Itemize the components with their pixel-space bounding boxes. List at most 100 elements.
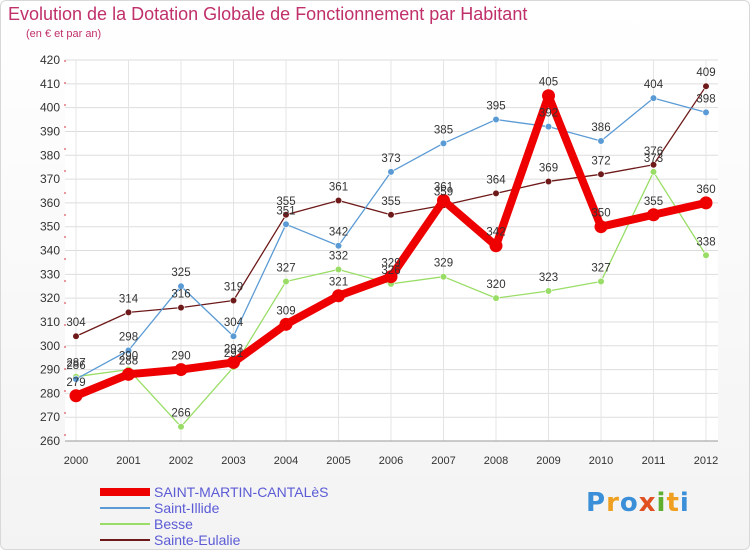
- data-point-3: [699, 196, 713, 210]
- y-tick-label: 400: [40, 101, 60, 115]
- data-label-1: 287: [66, 358, 85, 370]
- data-point-0: [597, 170, 605, 178]
- y-tick-label: 300: [40, 339, 60, 353]
- x-tick-label: 2000: [64, 455, 88, 467]
- data-point-2: [334, 242, 343, 250]
- x-tick-label: 2003: [221, 455, 245, 467]
- y-tick-label: 380: [40, 148, 60, 162]
- data-label-1: 320: [486, 279, 505, 291]
- data-point-3: [594, 220, 608, 234]
- data-point-2: [544, 123, 553, 131]
- data-label-1: 290: [119, 351, 138, 363]
- data-point-0: [72, 332, 80, 340]
- data-label-1: 327: [276, 262, 295, 274]
- data-label-1: 326: [381, 265, 400, 277]
- legend: SAINT-MARTIN-CANTALèS Saint-Illide Besse…: [100, 484, 329, 548]
- y-tick-label: 270: [40, 410, 60, 424]
- data-point-0: [387, 211, 395, 219]
- data-label-3: 309: [276, 305, 295, 317]
- data-point-3: [227, 355, 240, 369]
- legend-item-saint-illide[interactable]: Saint-Illide: [100, 500, 329, 516]
- data-point-2: [387, 168, 395, 176]
- data-point-0: [282, 211, 290, 219]
- data-label-3: 405: [539, 77, 558, 89]
- legend-swatch-besse: [100, 523, 150, 525]
- data-point-1: [597, 277, 605, 286]
- y-tick-label: 360: [40, 196, 60, 210]
- data-label-0: 319: [224, 282, 243, 294]
- data-label-2: 325: [171, 267, 190, 279]
- data-label-2: 404: [644, 79, 664, 91]
- legend-item-besse[interactable]: Besse: [100, 516, 329, 532]
- y-tick-label: 280: [40, 386, 60, 400]
- data-label-1: 327: [591, 262, 610, 274]
- data-point-0: [177, 304, 185, 312]
- y-tick-label: 330: [40, 267, 60, 281]
- data-point-3: [174, 363, 188, 377]
- x-tick-label: 2005: [326, 455, 350, 467]
- data-point-2: [72, 375, 80, 383]
- data-point-1: [544, 287, 553, 295]
- data-label-2: 385: [434, 124, 453, 136]
- data-point-2: [439, 139, 448, 147]
- data-label-3: 321: [329, 277, 348, 289]
- data-point-1: [649, 168, 658, 176]
- data-label-2: 373: [381, 153, 400, 165]
- data-label-0: 355: [381, 196, 400, 208]
- data-label-3: 360: [696, 184, 715, 196]
- data-label-1: 323: [539, 272, 558, 284]
- data-point-0: [649, 161, 658, 169]
- y-tick-label: 410: [40, 77, 60, 91]
- x-tick-label: 2010: [589, 455, 613, 467]
- legend-swatch-saint-illide: [100, 507, 150, 509]
- data-point-1: [492, 294, 500, 302]
- x-tick-label: 2004: [274, 455, 298, 467]
- data-label-2: 398: [696, 93, 715, 105]
- data-label-1: 338: [696, 236, 715, 248]
- data-point-3: [69, 389, 83, 403]
- data-label-2: 392: [539, 108, 558, 120]
- data-point-2: [702, 108, 710, 116]
- chart-title: Evolution de la Dotation Globale de Fonc…: [8, 4, 528, 24]
- data-point-3: [489, 239, 503, 253]
- data-label-3: 290: [171, 351, 190, 363]
- data-label-0: 409: [696, 67, 715, 79]
- data-label-3: 288: [119, 355, 138, 367]
- data-point-1: [334, 265, 343, 274]
- legend-item-sainte-eulalie[interactable]: Sainte-Eulalie: [100, 532, 329, 548]
- data-label-0: 355: [276, 196, 295, 208]
- data-label-2: 298: [119, 332, 138, 344]
- legend-item-saint-martin[interactable]: SAINT-MARTIN-CANTALèS: [100, 484, 329, 500]
- data-label-1: 266: [171, 408, 190, 420]
- data-point-2: [597, 137, 605, 145]
- y-tick-label: 310: [40, 315, 60, 329]
- data-label-2: 286: [66, 360, 85, 372]
- data-point-0: [492, 189, 500, 197]
- y-tick-label: 350: [40, 220, 60, 234]
- data-label-2: 304: [224, 317, 244, 329]
- data-label-3: 293: [224, 343, 243, 355]
- data-point-0: [544, 177, 553, 186]
- legend-swatch-saint-martin: [100, 488, 150, 496]
- x-tick-label: 2009: [536, 455, 560, 467]
- data-label-1: 329: [434, 258, 453, 270]
- data-point-2: [649, 94, 658, 102]
- data-label-0: 361: [329, 181, 348, 193]
- data-label-0: 369: [539, 162, 558, 174]
- legend-label-saint-illide: Saint-Illide: [154, 500, 220, 516]
- data-label-0: 304: [66, 317, 86, 329]
- legend-swatch-sainte-eulalie: [100, 539, 150, 541]
- data-label-0: 372: [591, 155, 610, 167]
- data-label-2: 351: [276, 205, 295, 217]
- data-point-0: [702, 82, 710, 90]
- data-point-2: [282, 220, 290, 228]
- data-point-3: [279, 317, 293, 331]
- data-point-2: [229, 332, 238, 340]
- data-point-3: [384, 270, 398, 284]
- legend-label-sainte-eulalie: Sainte-Eulalie: [154, 532, 241, 548]
- data-label-0: 314: [119, 293, 139, 305]
- data-point-2: [124, 346, 133, 355]
- data-point-3: [122, 367, 135, 381]
- data-point-0: [229, 296, 238, 305]
